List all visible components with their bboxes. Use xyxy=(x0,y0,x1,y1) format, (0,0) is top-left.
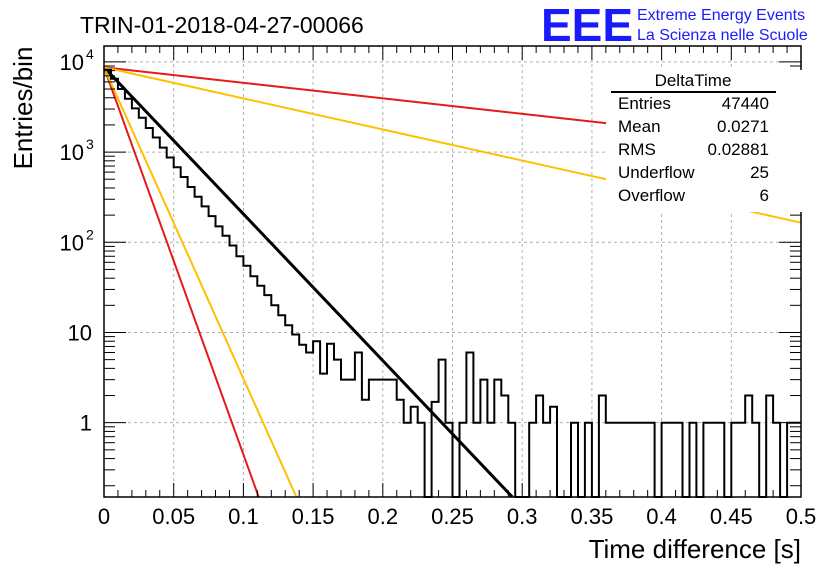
x-tick-label: 0.5 xyxy=(786,504,817,529)
y-tick-label: 10 xyxy=(60,50,84,75)
x-axis-title: Time difference [s] xyxy=(589,534,801,564)
stats-label-rms: RMS xyxy=(618,140,656,159)
stats-title: DeltaTime xyxy=(655,71,732,90)
fit-curve-2 xyxy=(103,66,298,498)
fit-curve-0 xyxy=(102,66,514,499)
fit-curves xyxy=(102,66,802,499)
x-tick-label: 0.15 xyxy=(292,504,335,529)
y-tick-label: 10 xyxy=(60,230,84,255)
y-tick-label: 1 xyxy=(80,411,92,436)
y-tick-exponent: 4 xyxy=(86,46,94,62)
y-tick-label: 10 xyxy=(60,140,84,165)
x-tick-label: 0.05 xyxy=(152,504,195,529)
stats-box-background xyxy=(606,70,802,212)
stats-value-underflow: 25 xyxy=(750,163,769,182)
stats-value-rms: 0.02881 xyxy=(708,140,769,159)
stats-value-overflow: 6 xyxy=(760,186,769,205)
stats-label-entries: Entries xyxy=(618,94,671,113)
eee-logo-mark: EEE xyxy=(541,0,633,51)
logo-line-1: Extreme Energy Events xyxy=(637,7,805,24)
x-tick-labels: 0 0.05 0.1 0.15 0.2 0.25 0.3 0.35 0.4 0.45 0.5 xyxy=(98,504,816,529)
x-tick-label: 0.45 xyxy=(710,504,753,529)
fit-curve-1 xyxy=(103,66,260,498)
x-tick-label: 0.4 xyxy=(646,504,677,529)
x-tick-label: 0.35 xyxy=(570,504,613,529)
y-tick-exponent: 3 xyxy=(86,136,94,152)
stats-label-underflow: Underflow xyxy=(618,163,695,182)
y-axis-title: Entries/bin xyxy=(8,47,38,170)
chart-title: TRIN-01-2018-04-27-00066 xyxy=(80,12,364,38)
x-tick-label: 0.3 xyxy=(507,504,538,529)
x-tick-label: 0.25 xyxy=(431,504,474,529)
x-tick-label: 0 xyxy=(98,504,110,529)
stats-label-overflow: Overflow xyxy=(618,186,686,205)
stats-box: DeltaTime Entries 47440 Mean 0.0271 RMS … xyxy=(606,70,802,212)
x-tick-label: 0.2 xyxy=(368,504,399,529)
histogram-steps xyxy=(104,68,801,498)
eee-logo: EEE Extreme Energy Events La Scienza nel… xyxy=(541,0,808,51)
y-tick-label: 10 xyxy=(68,320,92,345)
logo-line-2: La Scienza nelle Scuole xyxy=(637,27,808,44)
stats-label-mean: Mean xyxy=(618,117,661,136)
stats-value-mean: 0.0271 xyxy=(717,117,769,136)
stats-value-entries: 47440 xyxy=(722,94,769,113)
x-tick-label: 0.1 xyxy=(228,504,259,529)
y-tick-exponent: 2 xyxy=(86,226,94,242)
